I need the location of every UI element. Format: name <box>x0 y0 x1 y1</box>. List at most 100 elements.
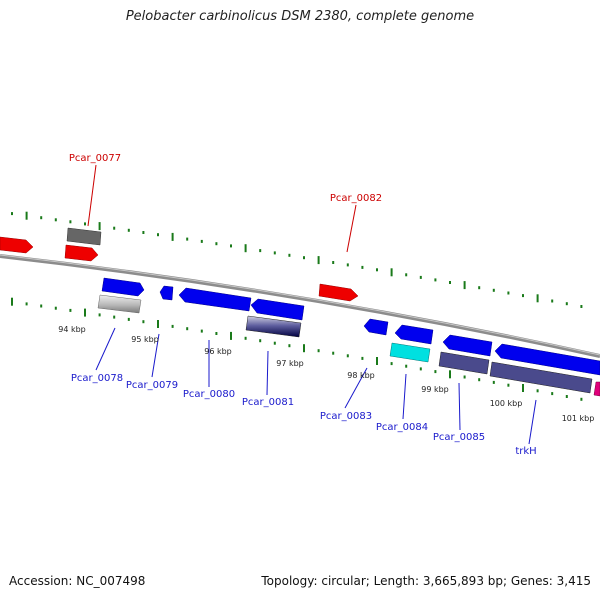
major-tick <box>536 294 539 303</box>
gene-label-pcar-0085[interactable]: Pcar_0085 <box>433 432 485 443</box>
major-tick <box>449 370 451 379</box>
minor-tick <box>69 308 72 312</box>
major-tick <box>303 344 305 353</box>
minor-tick <box>127 317 130 321</box>
gene-pcar-0080[interactable] <box>178 287 252 312</box>
minor-tick <box>244 336 247 340</box>
minor-tick <box>332 351 335 355</box>
minor-tick <box>551 392 554 396</box>
minor-tick <box>186 327 189 331</box>
leader-pcar-0083 <box>344 367 368 409</box>
major-tick <box>98 222 101 231</box>
minor-tick <box>215 242 218 246</box>
gene-label-pcar-0081[interactable]: Pcar_0081 <box>242 397 294 408</box>
accession-text: Accession: NC_007498 <box>9 574 146 588</box>
genome-backbone-highlight <box>0 254 600 356</box>
minor-tick <box>419 275 422 279</box>
minor-tick <box>390 362 393 366</box>
gene-trkh[interactable] <box>494 343 600 376</box>
gene-pcar-0079[interactable] <box>159 285 174 301</box>
gene-label-pcar-0078[interactable]: Pcar_0078 <box>71 373 123 384</box>
kbp-label-95: 95 kbp <box>131 335 159 344</box>
gene-pcar-0077[interactable] <box>64 244 99 262</box>
gene-pcar-0083[interactable] <box>363 318 389 336</box>
minor-tick <box>536 389 539 393</box>
minor-tick <box>69 220 72 224</box>
genome-backbone <box>0 254 600 358</box>
gene-pcar-0077-gray[interactable] <box>66 227 102 246</box>
upper-tick-row <box>11 211 583 308</box>
leader-pcar-0079 <box>151 333 160 378</box>
gene-pcar-0085[interactable] <box>442 334 493 357</box>
gene-label-trkh[interactable]: trkH <box>515 446 536 457</box>
gene-pcar-0085-slate[interactable] <box>438 351 490 375</box>
leader-pcar-0081 <box>266 350 269 396</box>
minor-tick <box>288 253 291 257</box>
minor-tick <box>25 302 28 306</box>
minor-tick <box>230 244 232 248</box>
gene-label-pcar-0077[interactable]: Pcar_0077 <box>69 153 121 164</box>
minor-tick <box>259 249 262 253</box>
minor-tick <box>419 367 422 371</box>
minor-tick <box>332 261 335 264</box>
minor-tick <box>98 313 101 317</box>
leader-trkh <box>528 399 537 445</box>
gene-pcar-0084[interactable] <box>394 324 434 345</box>
minor-tick <box>346 354 349 358</box>
minor-tick <box>434 278 437 282</box>
minor-tick <box>113 315 116 319</box>
gene-magenta-right[interactable] <box>593 381 600 397</box>
kbp-label-97: 97 kbp <box>276 359 304 368</box>
gene-pcar-0078-gray[interactable] <box>97 294 142 314</box>
minor-tick <box>113 226 116 230</box>
kbp-label-101: 101 kbp <box>562 414 595 423</box>
leader-pcar-0078 <box>95 327 116 371</box>
major-tick <box>157 320 159 328</box>
major-tick <box>522 384 524 392</box>
major-tick <box>11 297 13 306</box>
gene-label-pcar-0084[interactable]: Pcar_0084 <box>376 422 428 433</box>
gene-pcar-0078[interactable] <box>101 277 145 297</box>
major-tick <box>463 281 466 290</box>
minor-tick <box>200 239 203 243</box>
gene-label-pcar-0083[interactable]: Pcar_0083 <box>320 411 372 422</box>
leader-pcar-0077 <box>87 164 97 227</box>
minor-tick <box>580 305 583 308</box>
gene-pcar-0081-navy[interactable] <box>245 315 302 338</box>
minor-tick <box>434 370 437 374</box>
minor-tick <box>405 364 408 368</box>
minor-tick <box>492 380 495 384</box>
gene-pcar-0084-cyan[interactable] <box>389 342 431 363</box>
minor-tick <box>449 281 451 284</box>
gene-pcar-0082[interactable] <box>318 283 359 302</box>
minor-tick <box>259 339 262 343</box>
gene-pcar-0081[interactable] <box>250 298 305 321</box>
major-tick <box>244 244 247 253</box>
minor-tick <box>463 375 466 379</box>
major-tick <box>171 232 174 241</box>
leader-pcar-0082 <box>346 204 357 253</box>
minor-tick <box>551 299 554 303</box>
minor-tick <box>40 304 43 308</box>
gene-red-left[interactable] <box>0 236 34 254</box>
kbp-label-96: 96 kbp <box>204 347 232 356</box>
minor-tick <box>376 268 378 272</box>
gene-label-pcar-0082[interactable]: Pcar_0082 <box>330 193 382 204</box>
gene-trkh-slate[interactable] <box>489 361 593 394</box>
minor-tick <box>54 218 57 222</box>
kbp-label-98: 98 kbp <box>347 371 375 380</box>
minor-tick <box>288 344 291 348</box>
minor-tick <box>84 222 86 226</box>
minor-tick <box>200 329 203 333</box>
minor-tick <box>11 212 13 216</box>
minor-tick <box>522 294 524 298</box>
minor-tick <box>507 291 510 295</box>
minor-tick <box>361 356 364 360</box>
gene-label-pcar-0079[interactable]: Pcar_0079 <box>126 380 178 391</box>
gene-label-pcar-0080[interactable]: Pcar_0080 <box>183 389 235 400</box>
minor-tick <box>171 324 174 328</box>
minor-tick <box>273 251 276 255</box>
major-tick <box>25 211 28 220</box>
minor-tick <box>478 286 481 290</box>
